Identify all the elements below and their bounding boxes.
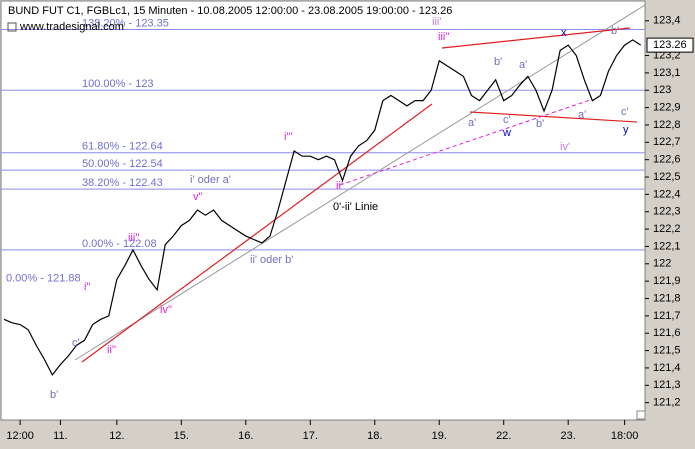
chart-title: BUND FUT C1, FGBLc1, 15 Minuten - 10.08.… xyxy=(8,5,452,17)
wave-label: i'' xyxy=(84,281,91,293)
x-tick-label: 19. xyxy=(432,430,447,442)
y-tick-label: 122,8 xyxy=(653,119,681,131)
wave-label: b' xyxy=(611,25,619,37)
y-tick-label: 123 xyxy=(653,84,671,96)
fib-label: 61.80% - 122.64 xyxy=(82,141,163,153)
x-tick-label: 11. xyxy=(53,430,67,442)
plot-area xyxy=(0,0,646,421)
y-tick-label: 123,4 xyxy=(653,15,681,27)
fib-label: 0.00% - 122.08 xyxy=(82,238,157,250)
x-tick-label: 18:00 xyxy=(611,430,639,442)
wave-label: iv' xyxy=(560,141,570,153)
wave-label: b' xyxy=(536,118,544,130)
last-price-label: 123.26 xyxy=(653,39,687,51)
fib-label: 138.20% - 123.35 xyxy=(82,17,169,29)
trend-line xyxy=(469,111,638,123)
source: www.tradesignal.com xyxy=(19,21,124,33)
y-tick-label: 121,5 xyxy=(653,344,681,356)
x-tick-label: 15. xyxy=(174,430,189,442)
fib-label: 50.00% - 122.54 xyxy=(82,158,163,170)
wave-label: a' xyxy=(519,59,527,71)
x-tick-label: 22. xyxy=(496,430,511,442)
fib-label: 0.00% - 121.88 xyxy=(6,273,81,285)
y-tick-label: 121,6 xyxy=(653,327,681,339)
fib-label: 100.00% - 123 xyxy=(82,78,154,90)
trend-line xyxy=(81,103,433,363)
wave-label: a' xyxy=(578,109,586,121)
trend-line xyxy=(441,27,631,49)
wave-label: i' oder a' xyxy=(190,174,231,186)
y-tick-label: 123,1 xyxy=(653,67,681,79)
y-tick-label: 121,4 xyxy=(653,362,681,374)
wave-label: w xyxy=(502,127,511,139)
y-tick-label: 121,8 xyxy=(653,292,681,304)
wave-label: iii'' xyxy=(438,31,450,43)
trend-line xyxy=(339,99,591,186)
y-tick-label: 122,1 xyxy=(653,240,681,252)
wave-label: c' xyxy=(621,106,629,118)
wave-label: 0'-ii' Linie xyxy=(333,201,378,213)
wave-label: i''' xyxy=(284,131,293,143)
y-tick-label: 121,2 xyxy=(653,397,681,409)
x-tick-label: 18. xyxy=(367,430,382,442)
y-tick-label: 122,5 xyxy=(653,171,681,183)
trend-line xyxy=(74,4,646,361)
x-tick-label: 12. xyxy=(109,430,124,442)
wave-label: ii'' xyxy=(107,344,116,356)
y-tick-label: 121,3 xyxy=(653,379,681,391)
wave-label: c' xyxy=(503,114,511,126)
price-line xyxy=(3,39,642,376)
x-tick-label: 17. xyxy=(303,430,318,442)
y-tick-label: 122,6 xyxy=(653,154,681,166)
wave-label: b' xyxy=(50,389,58,401)
x-tick-label: 12:00 xyxy=(6,430,34,442)
x-tick-label: 23. xyxy=(561,430,576,442)
wave-label: c' xyxy=(72,337,80,349)
wave-label: b' xyxy=(494,56,502,68)
y-tick-label: 122,3 xyxy=(653,206,681,218)
resize-grip[interactable] xyxy=(636,410,646,420)
wave-label: ii' xyxy=(336,180,343,192)
wave-label: iii'' xyxy=(128,232,140,244)
y-tick-label: 122,2 xyxy=(653,223,681,235)
wave-label: a' xyxy=(468,117,476,129)
wave-label: iv'' xyxy=(160,304,172,316)
y-tick-label: 121,7 xyxy=(653,310,681,322)
y-tick-label: 122,4 xyxy=(653,188,681,200)
y-tick-label: 122 xyxy=(653,258,671,270)
last-price-box xyxy=(646,37,694,53)
fib-label: 38.20% - 122.43 xyxy=(82,177,163,189)
x-tick-label: 16. xyxy=(238,430,253,442)
y-tick-label: 122,9 xyxy=(653,102,681,114)
y-tick-label: 121,9 xyxy=(653,275,681,287)
wave-label: y xyxy=(623,124,629,136)
wave-label: iii' xyxy=(432,16,441,28)
wave-label: ii' oder b' xyxy=(250,254,293,266)
wave-label: x xyxy=(561,27,567,39)
y-tick-label: 122,7 xyxy=(653,136,681,148)
wave-label: v'' xyxy=(193,191,203,203)
icon xyxy=(7,22,17,32)
